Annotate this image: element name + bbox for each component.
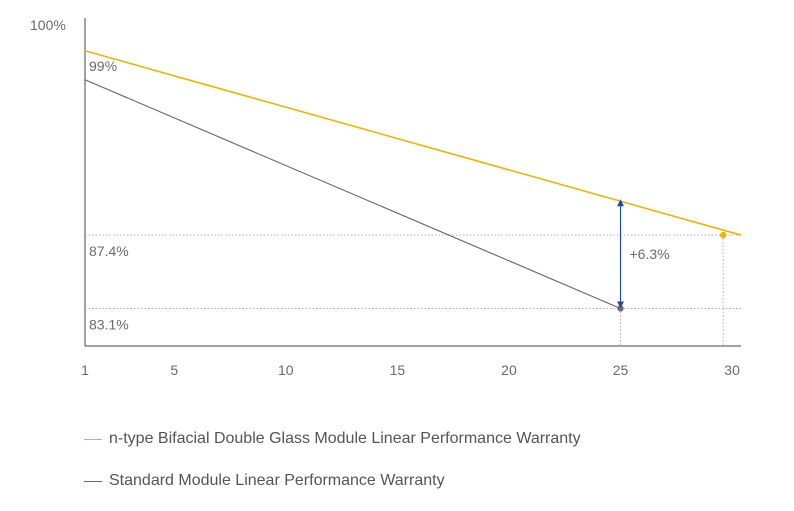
series-line-2 [84,79,621,309]
legend-swatch-series-1 [84,438,102,440]
x-tick-label-10: 10 [278,362,294,378]
x-tick-label-15: 15 [390,362,406,378]
warranty-chart: 100% 1 5 10 15 20 25 30 87.4%83.1% +6.3% 99% [30,17,742,378]
legend-label-series-1: n-type Bifacial Double Glass Module Line… [109,430,581,447]
ref-label-1: 87.4% [89,243,129,259]
ref-marker-1 [719,231,727,239]
legend-item-series-1: n-type Bifacial Double Glass Module Line… [84,430,581,448]
legend-item-series-2: Standard Module Linear Performance Warra… [84,472,445,490]
y-top-label: 100% [30,17,66,33]
x-tick-label-25: 25 [613,362,629,378]
gap-label: +6.3% [630,246,670,262]
legend-label-series-2: Standard Module Linear Performance Warra… [109,472,445,489]
ref-label-2: 83.1% [89,316,129,332]
series-lines [84,49,742,309]
x-tick-label-20: 20 [501,362,517,378]
x-tick-label-30: 30 [724,362,740,378]
reference-lines: 87.4% 83.1% [85,231,741,346]
gap-arrow-head-bottom [617,301,625,309]
series-line-1 [84,49,742,236]
gap-annotation: +6.3% [617,199,670,309]
legend-swatch-series-2 [84,480,102,482]
x-tick-label-1: 1 [81,362,89,378]
start-label: 99% [89,58,117,74]
x-tick-label-5: 5 [170,362,178,378]
gap-arrow-head-top [617,199,625,207]
x-tick-labels: 1 5 10 15 20 25 30 [81,362,740,378]
